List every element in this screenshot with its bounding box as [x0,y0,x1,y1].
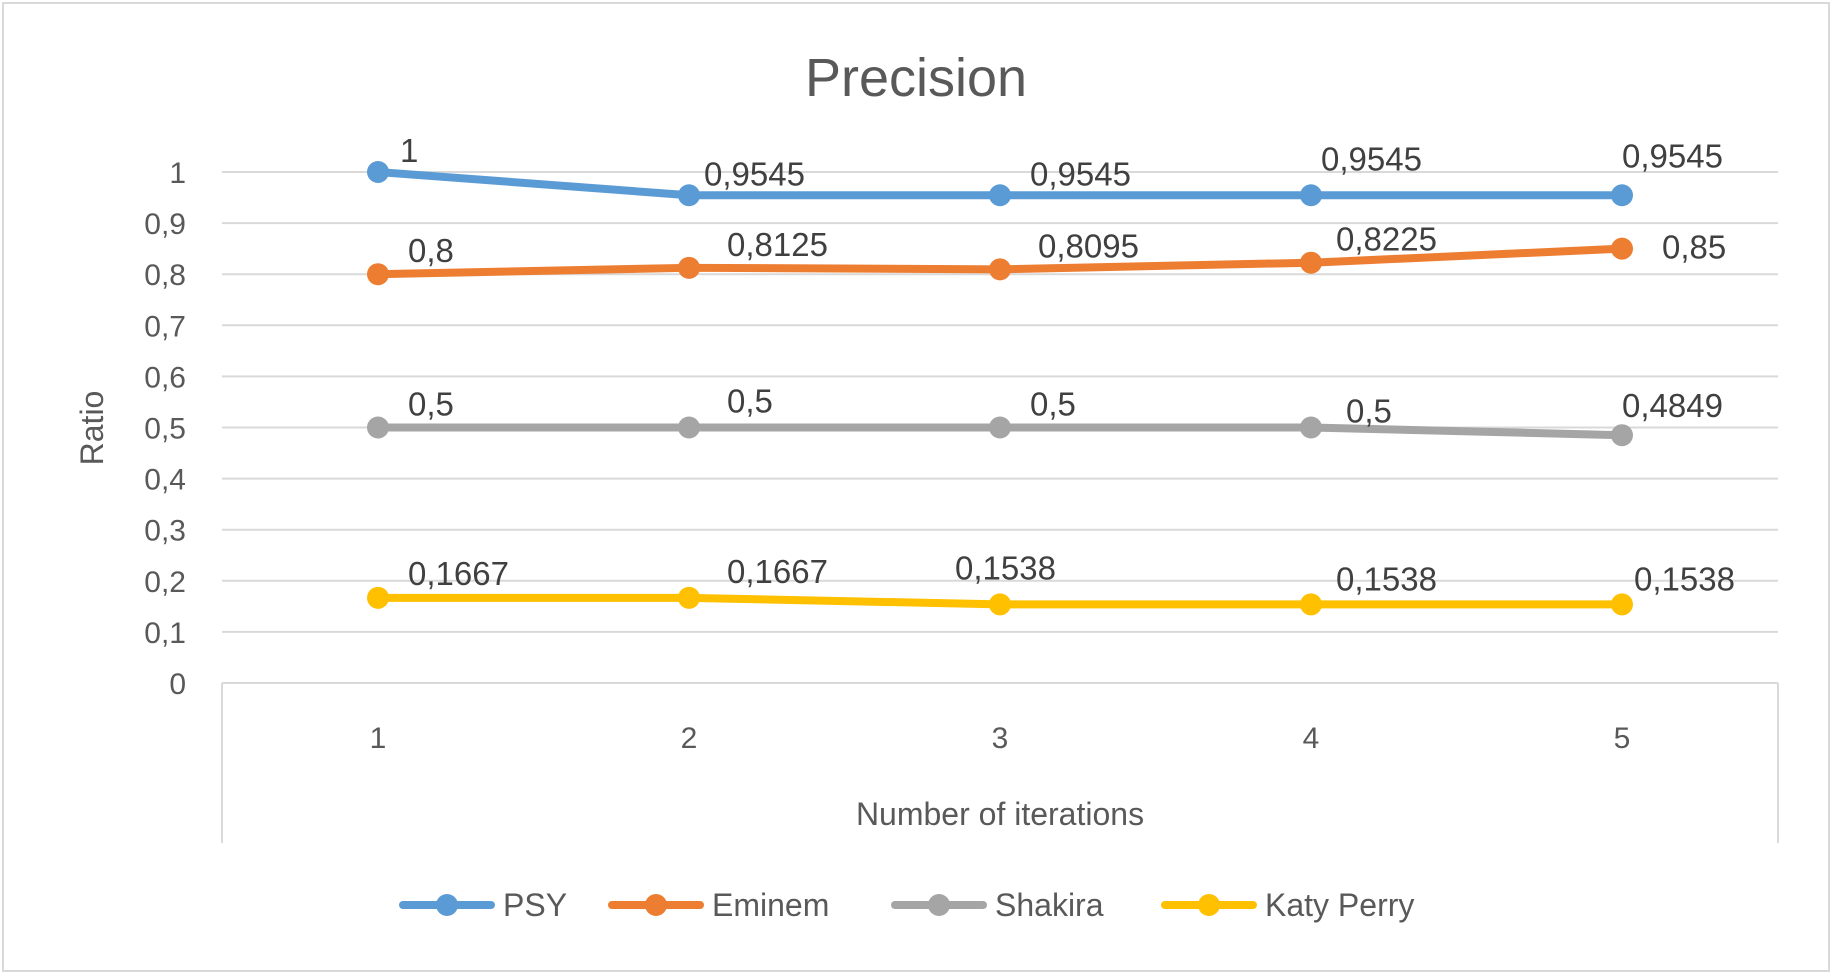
legend-label: Shakira [995,887,1104,923]
data-label: 0,1667 [727,553,828,590]
x-tick-label: 4 [1303,722,1320,755]
x-tick-label: 5 [1614,722,1631,755]
data-point [367,586,389,609]
data-label: 0,8225 [1336,221,1437,258]
data-labels: 1 0,9545 0,9545 0,9545 0,9545 0,8 0,8125 0,8095… [400,132,1735,597]
data-point [1300,251,1322,274]
y-axis-ticks: 0 0,1 0,2 0,3 0,4 0,5 0,6 0,7 0,8 0,9 1 [144,157,186,701]
data-point [367,161,389,183]
data-label: 0,5 [1346,393,1392,430]
y-tick-label: 0,8 [144,259,186,292]
data-label: 0,4849 [1622,387,1723,424]
x-tick-label: 3 [992,722,1009,755]
legend-marker [1198,894,1220,916]
y-tick-label: 0 [169,668,186,701]
data-point [1611,424,1633,447]
x-tick-label: 2 [681,722,698,755]
legend-marker [436,894,458,916]
data-point [1300,593,1322,616]
data-label: 0,8 [408,232,454,269]
series-lines [367,161,1633,616]
x-axis-title: Number of iterations [856,796,1144,832]
data-label: 0,1667 [408,555,509,592]
y-tick-label: 1 [169,157,186,190]
data-label: 0,5 [1030,386,1076,423]
data-label: 0,8095 [1038,227,1139,264]
data-point [678,416,700,439]
data-label: 0,1538 [1336,560,1437,597]
data-label: 1 [400,132,418,169]
y-tick-label: 0,1 [144,617,186,650]
legend-marker [645,894,667,916]
data-point [989,258,1011,281]
data-label: 0,5 [727,383,773,420]
data-point [367,416,389,439]
data-label: 0,1538 [1634,560,1735,597]
data-label: 0,9545 [1030,155,1131,192]
y-tick-label: 0,9 [144,208,186,241]
y-tick-label: 0,6 [144,361,186,394]
legend-marker [928,894,950,916]
data-label: 0,8125 [727,226,828,263]
x-tick-label: 1 [370,722,387,755]
y-tick-label: 0,2 [144,566,186,599]
data-point [989,416,1011,439]
data-point [1611,184,1633,207]
data-point [678,586,700,609]
y-tick-label: 0,7 [144,310,186,343]
data-label: 0,9545 [1622,137,1723,174]
x-axis-ticks: 1 2 3 4 5 [370,722,1631,755]
y-tick-label: 0,3 [144,515,186,548]
data-point [1611,237,1633,260]
data-point [678,184,700,207]
data-point [989,184,1011,207]
y-tick-label: 0,4 [144,464,186,497]
data-point [1300,416,1322,439]
data-label: 0,85 [1662,229,1726,266]
data-point [1611,593,1633,616]
legend-label: Eminem [712,887,829,923]
data-point [989,593,1011,616]
data-label: 0,1538 [955,549,1056,586]
chart-title: Precision [805,48,1027,108]
legend-label: PSY [503,887,567,923]
data-point [1300,184,1322,207]
data-label: 0,5 [408,386,454,423]
data-label: 0,9545 [1321,140,1422,177]
y-tick-label: 0,5 [144,413,186,446]
legend-label: Katy Perry [1265,887,1414,923]
data-label: 0,9545 [704,155,805,192]
legend: PSY Eminem Shakira Katy Perry [399,887,1414,923]
data-point [678,256,700,279]
y-axis-title: Ratio [74,391,110,466]
data-point [367,263,389,286]
